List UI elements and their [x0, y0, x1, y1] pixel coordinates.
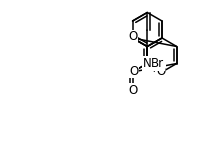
Text: N: N — [143, 57, 152, 70]
Text: O: O — [128, 83, 137, 97]
Text: O: O — [128, 30, 137, 43]
Text: O: O — [156, 65, 165, 78]
Text: O: O — [130, 65, 139, 78]
Text: Br: Br — [151, 57, 164, 70]
